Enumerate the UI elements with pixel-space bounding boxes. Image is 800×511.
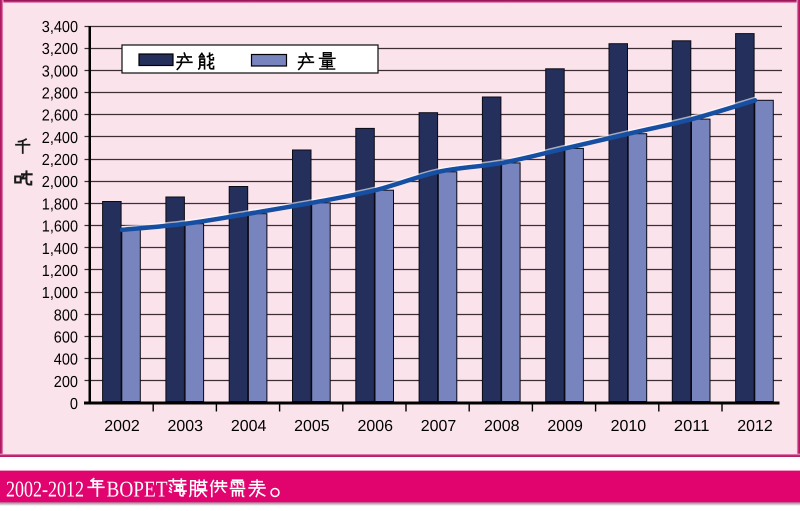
svg-text:3,000: 3,000 xyxy=(42,63,78,80)
svg-text:2006: 2006 xyxy=(357,418,393,435)
svg-text:600: 600 xyxy=(54,330,78,347)
svg-text:0: 0 xyxy=(70,396,78,413)
svg-text:3,200: 3,200 xyxy=(42,41,78,58)
svg-text:2002-2012: 2002-2012 xyxy=(6,477,84,502)
svg-text:1,200: 1,200 xyxy=(42,263,78,280)
svg-text:BOPET: BOPET xyxy=(107,477,168,502)
svg-text:3,400: 3,400 xyxy=(42,19,78,36)
svg-text:400: 400 xyxy=(54,352,78,369)
svg-text:2004: 2004 xyxy=(231,418,267,435)
svg-text:2009: 2009 xyxy=(547,418,583,435)
svg-text:200: 200 xyxy=(54,374,78,391)
svg-text:2008: 2008 xyxy=(484,418,520,435)
svg-text:800: 800 xyxy=(54,307,78,324)
svg-text:2002: 2002 xyxy=(104,418,140,435)
svg-text:2005: 2005 xyxy=(294,418,330,435)
svg-text:2007: 2007 xyxy=(421,418,457,435)
svg-text:2011: 2011 xyxy=(674,418,710,435)
svg-text:2,200: 2,200 xyxy=(42,152,78,169)
svg-text:2003: 2003 xyxy=(168,418,204,435)
svg-text:1,600: 1,600 xyxy=(42,219,78,236)
svg-text:2,400: 2,400 xyxy=(42,130,78,147)
svg-text:1,800: 1,800 xyxy=(42,196,78,213)
svg-text:2,800: 2,800 xyxy=(42,86,78,103)
svg-text:1,400: 1,400 xyxy=(42,241,78,258)
svg-text:2012: 2012 xyxy=(737,418,773,435)
svg-text:2,600: 2,600 xyxy=(42,108,78,125)
svg-text:1,000: 1,000 xyxy=(42,285,78,302)
svg-text:2,000: 2,000 xyxy=(42,174,78,191)
svg-text:2010: 2010 xyxy=(611,418,647,435)
